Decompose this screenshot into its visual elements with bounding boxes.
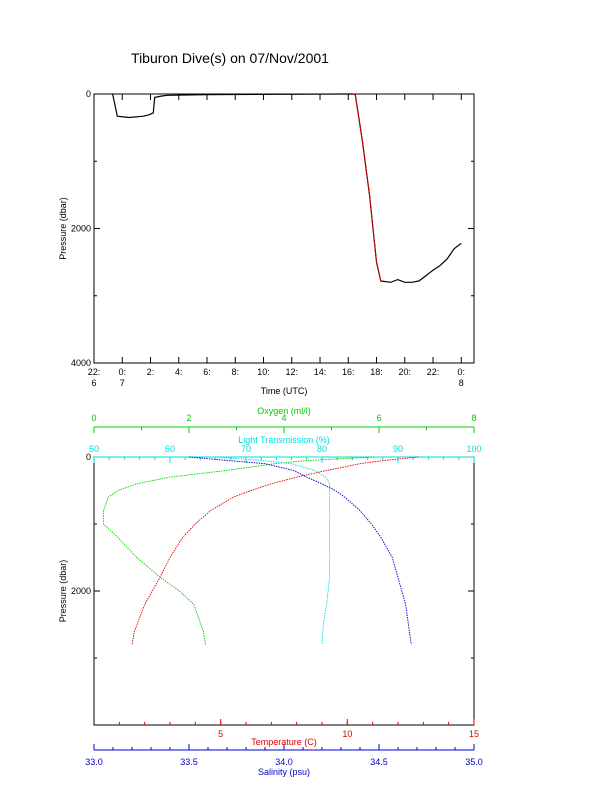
- time-tick-day-label: 6: [91, 378, 96, 388]
- time-tick-label: 4:: [175, 367, 183, 377]
- temperature-tick-label: 15: [469, 729, 479, 739]
- time-tick-label: 22:: [88, 367, 101, 377]
- salinity-profile-line: [188, 456, 412, 645]
- salinity-tick-label: 33.0: [85, 757, 103, 767]
- transmission-tick-label: 80: [317, 444, 327, 454]
- transmission-tick-label: 60: [165, 444, 175, 454]
- transmission-axis-title: Light Transmission (%): [238, 435, 330, 445]
- temperature-profile-line: [131, 456, 419, 645]
- pressure-tick-label: 0: [86, 89, 91, 99]
- dive-track-line: [112, 93, 462, 283]
- salinity-tick-label: 33.5: [180, 757, 198, 767]
- time-tick-label: 12:: [286, 367, 299, 377]
- time-tick-day-label: 8: [459, 378, 464, 388]
- temperature-tick-label: 10: [342, 729, 352, 739]
- profile-pressure-axis-title: Pressure (dbar): [58, 560, 68, 623]
- time-tick-label: 10:: [257, 367, 270, 377]
- pressure-tick-label: 4000: [71, 358, 91, 368]
- profile-pressure-tick-label: 2000: [71, 586, 91, 596]
- oxygen-tick-label: 8: [471, 413, 476, 423]
- time-tick-label: 20:: [399, 367, 412, 377]
- time-tick-day-label: 7: [120, 378, 125, 388]
- transmission-tick-label: 50: [89, 444, 99, 454]
- time-tick-label: 16:: [342, 367, 355, 377]
- time-axis-title: Time (UTC): [261, 386, 308, 396]
- transmission-tick-label: 100: [466, 444, 481, 454]
- temperature-tick-label: 5: [218, 729, 223, 739]
- pressure-axis-title: Pressure (dbar): [58, 197, 68, 260]
- dive-plot-frame: [93, 93, 475, 364]
- oxygen-tick-label: 2: [186, 413, 191, 423]
- transmission-tick-label: 70: [241, 444, 251, 454]
- time-tick-label: 18:: [370, 367, 383, 377]
- profile-plot-frame: [93, 456, 475, 726]
- transmission-tick-label: 90: [393, 444, 403, 454]
- oxygen-profile-line: [103, 456, 375, 645]
- salinity-axis-title: Salinity (psu): [258, 767, 310, 777]
- time-tick-label: 14:: [314, 367, 327, 377]
- time-tick-label: 2:: [147, 367, 155, 377]
- salinity-tick-label: 34.0: [275, 757, 293, 767]
- page-title: Tiburon Dive(s) on 07/Nov/2001: [131, 50, 329, 66]
- oxygen-tick-label: 6: [376, 413, 381, 423]
- salinity-tick-label: 34.5: [370, 757, 388, 767]
- time-tick-label: 8:: [232, 367, 240, 377]
- time-tick-label: 22:: [427, 367, 440, 377]
- oxygen-axis-title: Oxygen (ml/l): [257, 406, 311, 416]
- temperature-axis-title: Temperature (C): [251, 737, 317, 747]
- dive-descent-highlight: [352, 93, 382, 282]
- salinity-tick-label: 35.0: [465, 757, 483, 767]
- profile-pressure-tick-label: 0: [86, 452, 91, 462]
- oxygen-tick-label: 0: [91, 413, 96, 423]
- oxygen-tick-label: 4: [281, 413, 286, 423]
- time-tick-label: 0:: [118, 367, 126, 377]
- time-tick-label: 6:: [203, 367, 211, 377]
- transmission-profile-line: [215, 456, 331, 645]
- time-tick-label: 0:: [458, 367, 466, 377]
- pressure-tick-label: 2000: [71, 224, 91, 234]
